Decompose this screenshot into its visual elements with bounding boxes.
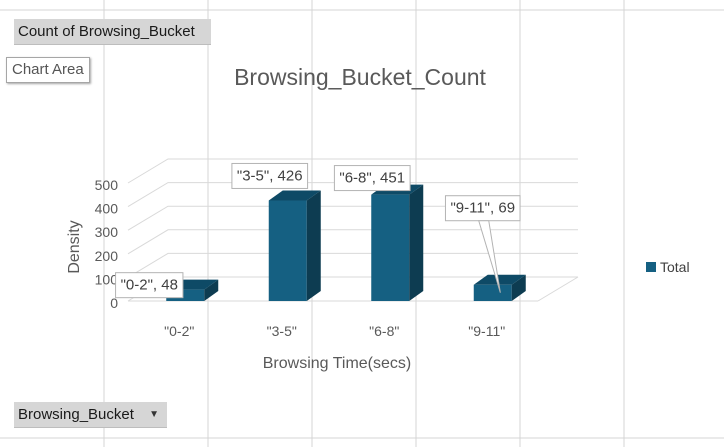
bar-side (511, 274, 526, 301)
data-label-text: "6-8", 451 (339, 170, 405, 187)
data-label-box (115, 272, 184, 299)
chart-area-tooltip-text: Chart Area (12, 61, 84, 78)
y-axis-title: Density (66, 220, 83, 273)
y-tick-label: 300 (95, 224, 119, 240)
bar-side (306, 190, 321, 301)
x-tick-label: "9-11" (468, 323, 505, 339)
y-tick-label: 200 (95, 248, 119, 264)
x-tick-labels: "0-2" "3-5" "6-8" "9-11" (164, 323, 505, 339)
data-label-text: "9-11", 69 (450, 200, 515, 217)
value-field-label: Count of Browsing_Bucket (18, 23, 195, 40)
x-tick-label: "6-8" (369, 323, 399, 339)
chart-title: Browsing_Bucket_Count (234, 64, 486, 90)
bar-top (268, 190, 321, 201)
chart-area-tooltip: Chart Area (6, 57, 90, 83)
data-label-box (333, 165, 411, 192)
value-field-button[interactable]: Count of Browsing_Bucket (14, 19, 211, 45)
gridline (127, 205, 578, 231)
x-tick-label: "0-2" (164, 323, 194, 339)
chart-gridlines (127, 158, 579, 302)
bar-side (204, 279, 219, 301)
y-tick-label: 100 (95, 271, 119, 287)
gridline (127, 158, 578, 184)
bar-front[interactable] (371, 194, 410, 301)
floor-line (537, 276, 579, 302)
data-label-text: "0-2", 48 (121, 277, 178, 294)
bar-side (409, 184, 424, 301)
y-tick-label: 400 (95, 201, 119, 217)
gridline (127, 252, 578, 278)
data-label[interactable]: "0-2", 48 (115, 272, 184, 299)
data-labels: "0-2", 48 "3-5", 426 "6-8", 451 "9-11", 69 (115, 162, 521, 299)
y-tick-labels: 0 100 200 300 400 500 (95, 177, 119, 311)
dropdown-arrow-icon[interactable]: ▼ (149, 409, 159, 420)
data-label[interactable]: "6-8", 451 (333, 165, 411, 192)
gridline (127, 182, 578, 208)
legend[interactable]: Total (646, 259, 690, 275)
data-label[interactable]: "3-5", 426 (231, 162, 309, 189)
bar-front[interactable] (473, 284, 512, 301)
y-tick-label: 500 (95, 177, 119, 193)
x-axis-title: Browsing Time(secs) (263, 355, 411, 372)
data-label[interactable]: "9-11", 69 (444, 195, 521, 293)
x-tick-label: "3-5" (267, 323, 297, 339)
data-label-pointer (478, 220, 501, 293)
bar-front[interactable] (268, 200, 307, 301)
gridline (127, 229, 578, 255)
data-label-text: "3-5", 426 (237, 167, 303, 184)
data-label-box (231, 162, 309, 189)
y-tick-label: 0 (110, 295, 118, 311)
axis-field-label: Browsing_Bucket (18, 406, 134, 423)
axis-field-button[interactable]: Browsing_Bucket ▼ (14, 402, 167, 428)
legend-swatch (646, 262, 656, 272)
legend-entry: Total (660, 259, 690, 275)
bar-top (473, 274, 526, 285)
